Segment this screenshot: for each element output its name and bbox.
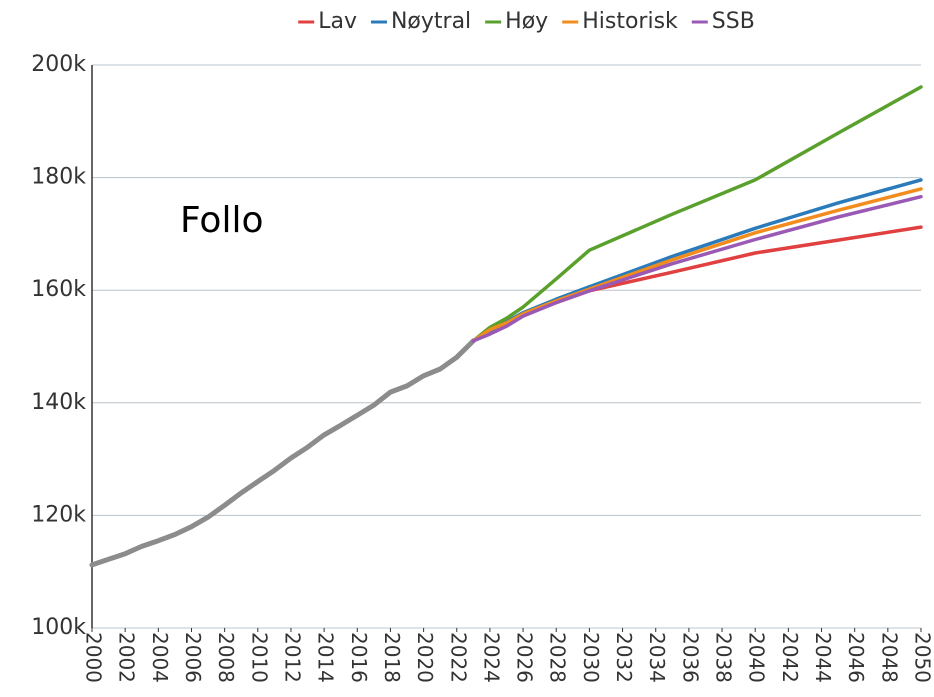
x-tick-label: 2026 xyxy=(513,632,537,683)
x-tick-label: 2014 xyxy=(314,632,338,683)
x-tick-label: 2034 xyxy=(645,632,669,683)
annotation: Follo xyxy=(180,200,263,241)
y-tick-label: 140k xyxy=(31,390,86,415)
x-tick-label: 2008 xyxy=(214,632,238,683)
legend-label: Nøytral xyxy=(391,9,471,34)
legend-label: SSB xyxy=(712,9,755,34)
y-tick-label: 180k xyxy=(31,165,86,190)
x-tick-label: 2032 xyxy=(612,632,636,683)
x-tick-label: 2004 xyxy=(148,632,172,683)
x-tick-label: 2030 xyxy=(579,632,603,683)
legend: Lav Nøytral Høy Historisk SSB xyxy=(298,9,755,34)
line xyxy=(471,85,923,343)
legend-label: Lav xyxy=(318,9,357,34)
line xyxy=(471,194,923,343)
x-tick-label: 2050 xyxy=(911,632,934,683)
line xyxy=(471,225,923,343)
x-tick-label: 2036 xyxy=(678,632,702,683)
line xyxy=(89,338,476,568)
x-tick-label: 2046 xyxy=(844,632,868,683)
x-tick-label: 2028 xyxy=(546,632,570,683)
x-tick-label: 2018 xyxy=(380,632,404,683)
x-tick-label: 2016 xyxy=(347,632,371,683)
legend-label: Historisk xyxy=(582,9,678,34)
legend-label: Høy xyxy=(505,9,548,34)
x-tick-label: 2048 xyxy=(877,632,901,683)
x-tick-label: 2024 xyxy=(479,632,503,683)
x-tick-label: 2002 xyxy=(115,632,139,683)
x-tick-label: 2022 xyxy=(446,632,470,683)
x-tick-label: 2042 xyxy=(778,632,802,683)
x-tick-label: 2020 xyxy=(413,632,437,683)
x-tick-label: 2012 xyxy=(280,632,304,683)
y-tick-label: 120k xyxy=(31,502,86,527)
y-tick-label: 200k xyxy=(31,52,86,77)
y-tick-label: 160k xyxy=(31,277,86,302)
x-tick-label: 2010 xyxy=(247,632,271,683)
x-tick-label: 2000 xyxy=(82,632,106,683)
x-tick-label: 2038 xyxy=(712,632,736,683)
x-tick-label: 2006 xyxy=(181,632,205,683)
x-tick-label: 2040 xyxy=(745,632,769,683)
x-tick-label: 2044 xyxy=(811,632,835,683)
y-tick-label: 100k xyxy=(31,615,86,640)
